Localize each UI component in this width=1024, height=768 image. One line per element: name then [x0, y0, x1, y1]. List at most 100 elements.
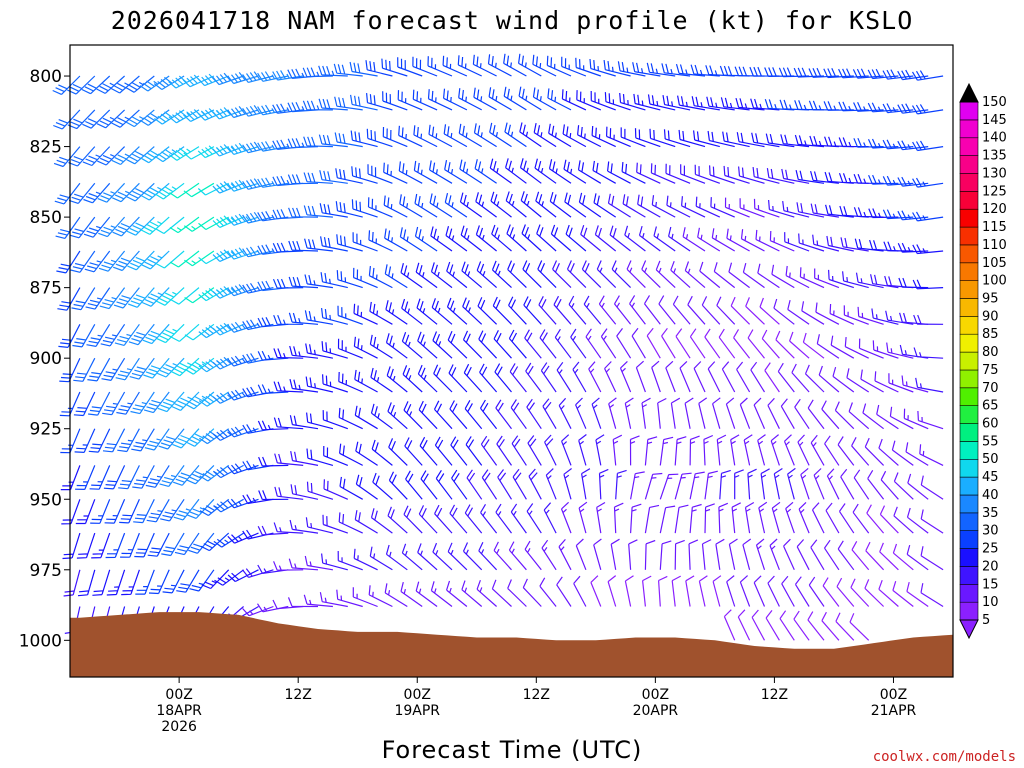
wind-barb [258, 456, 289, 467]
colorbar-label: 70 [982, 381, 999, 396]
wind-barb [769, 230, 795, 252]
wind-barb [536, 224, 557, 252]
wind-barb [127, 287, 155, 308]
wind-barb [112, 250, 140, 272]
wind-barb [747, 468, 757, 500]
wind-barb [257, 211, 289, 222]
wind-barb [242, 494, 274, 505]
wind-barb [578, 192, 602, 218]
wind-barb [558, 539, 572, 571]
wind-barb [462, 330, 483, 359]
wind-barb [463, 363, 483, 393]
wind-barb [665, 360, 676, 393]
wind-barb [677, 95, 706, 111]
wind-barb [227, 355, 259, 367]
wind-barb [505, 158, 527, 184]
wind-barbs [52, 53, 944, 641]
wind-barb [242, 211, 274, 224]
wind-barb [539, 577, 557, 607]
wind-barb [561, 89, 587, 111]
wind-barb [704, 503, 715, 534]
wind-barb [444, 192, 468, 218]
wind-barb [303, 594, 333, 608]
wind-barb [433, 400, 453, 430]
wind-barb [659, 540, 672, 570]
wind-barb [58, 324, 81, 348]
wind-barb [853, 469, 870, 500]
wind-barb [864, 437, 885, 466]
wind-barb [769, 538, 780, 571]
wind-barb [75, 499, 96, 525]
colorbar-label: 60 [982, 417, 999, 432]
colorbar-swatch [959, 512, 979, 531]
wind-barb [287, 102, 319, 113]
wind-barb [912, 279, 944, 290]
wind-barb [227, 389, 259, 401]
wind-barb [420, 470, 438, 500]
wind-barb [183, 216, 215, 232]
wind-barb [750, 98, 780, 111]
wind-barb [397, 90, 423, 111]
wind-barb [611, 260, 632, 289]
wind-barb [682, 227, 706, 252]
wind-barb [102, 428, 126, 453]
wind-barb [808, 67, 839, 78]
wind-barb [768, 199, 795, 218]
wind-barb [288, 276, 319, 289]
colorbar-label: 100 [982, 274, 1007, 289]
wind-barb [663, 129, 691, 148]
wind-barb [738, 166, 765, 184]
wind-barb [782, 201, 810, 218]
wind-barb [662, 95, 691, 111]
wind-barb [366, 128, 393, 148]
wind-barb [511, 435, 527, 466]
wind-barb [893, 506, 914, 534]
wind-barb [736, 132, 765, 148]
x-tick-label: 12Z [523, 687, 550, 703]
wind-barb [674, 504, 689, 534]
wind-barb [169, 216, 200, 234]
wind-barb [540, 362, 557, 393]
wind-barb [794, 134, 825, 148]
colorbar-swatch [959, 423, 979, 442]
wind-barb [523, 296, 542, 325]
wind-barb [67, 75, 96, 95]
wind-barb [197, 108, 229, 121]
wind-barb [112, 216, 140, 237]
wind-barb [72, 324, 96, 348]
wind-barb [62, 532, 81, 560]
wind-barb [272, 70, 304, 81]
wind-barb [435, 469, 453, 500]
wind-barb [427, 56, 453, 77]
wind-barb [92, 569, 111, 596]
wind-barb [288, 207, 319, 218]
wind-barb [111, 146, 140, 166]
wind-barb [794, 398, 810, 430]
wind-barb [472, 54, 497, 77]
wind-barb [302, 67, 333, 78]
wind-barb [547, 88, 572, 111]
wind-barb [333, 63, 363, 77]
wind-barb [101, 357, 126, 381]
colorbar-label: 110 [982, 238, 1007, 253]
wind-barb [641, 397, 651, 429]
wind-barb [413, 160, 438, 184]
wind-barb [575, 397, 587, 429]
wind-barb [431, 298, 453, 325]
wind-barb [450, 436, 468, 466]
wind-barb [588, 361, 602, 393]
wind-barb [493, 541, 512, 571]
wind-barb [739, 575, 751, 607]
wind-barb [622, 194, 646, 218]
colorbar-label: 35 [982, 506, 999, 521]
wind-barb [649, 128, 676, 148]
wind-barb [807, 399, 825, 430]
wind-barb [509, 363, 527, 393]
wind-barb [56, 250, 81, 274]
wind-barb [866, 504, 885, 534]
wind-barb [507, 260, 527, 289]
wind-barb [764, 67, 795, 77]
wind-barb [678, 129, 706, 148]
wind-barb [913, 314, 944, 325]
wind-barb [153, 75, 185, 91]
